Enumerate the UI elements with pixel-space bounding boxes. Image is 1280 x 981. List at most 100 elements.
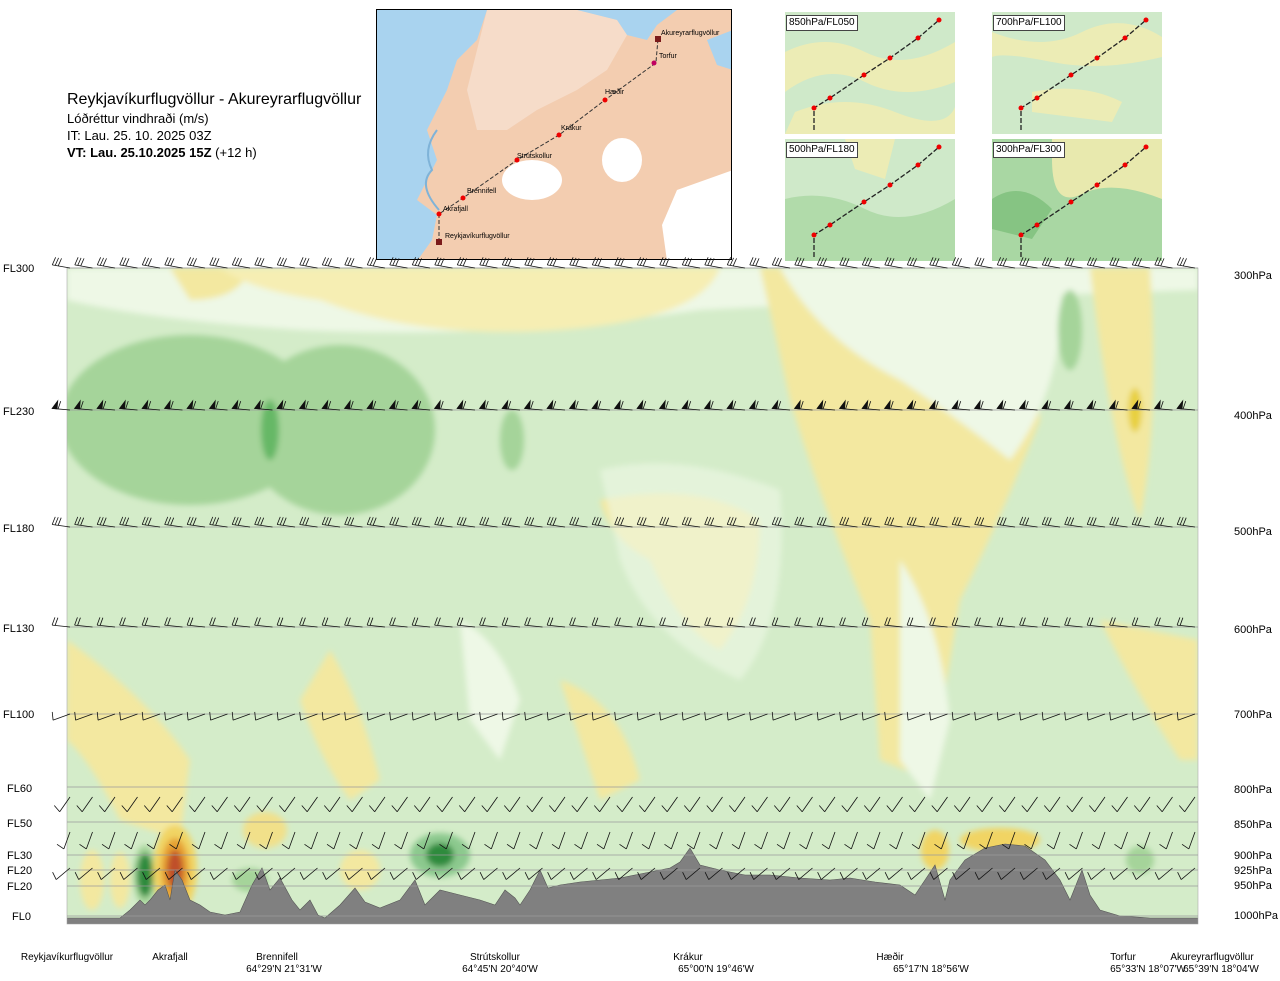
map-label-brennifell: Brennifell <box>467 188 497 195</box>
wind-barb <box>346 796 363 813</box>
wind-barb <box>1087 867 1106 880</box>
wind-barb <box>164 867 183 880</box>
wind-barb <box>344 867 363 880</box>
glacier-vatnajokull <box>662 170 731 259</box>
wind-barb <box>956 831 971 850</box>
wind-barb <box>254 867 273 880</box>
route-map: Akureyrarflugvöllur Torfur Hæðir Krákur … <box>376 9 732 260</box>
y-left-label: FL230 <box>3 406 34 418</box>
wind-barb <box>658 399 678 411</box>
wind-barb <box>1132 867 1151 880</box>
inset-label-850: 850hPa/FL050 <box>786 15 858 31</box>
wind-barb <box>794 516 813 528</box>
wind-barb <box>523 399 543 411</box>
wind-barb <box>366 399 386 411</box>
wind-barb <box>614 867 633 880</box>
wind-barb <box>121 796 138 813</box>
wind-barb <box>299 617 318 628</box>
wind-barb <box>119 867 138 880</box>
wind-barb <box>861 617 881 628</box>
wind-barb <box>659 617 678 628</box>
wind-barb <box>1136 831 1151 850</box>
wind-barb <box>259 831 273 850</box>
x-waypoint-name: Strútskollur <box>470 952 521 963</box>
wind-barb <box>616 796 633 813</box>
wind-barb <box>501 711 521 721</box>
wind-barb <box>931 796 948 813</box>
waypoint-marker-torfur <box>651 60 657 66</box>
wind-barb <box>974 617 993 628</box>
x-waypoint-name: Akureyrarflugvöllur <box>1170 952 1254 963</box>
wind-barb <box>281 831 296 850</box>
inset-map-500hpa: 500hPa/FL180 <box>785 139 955 261</box>
wind-barb <box>546 399 566 411</box>
wind-barb <box>74 257 93 269</box>
wind-barb <box>861 399 881 411</box>
waypoint-marker-krakur <box>556 132 562 138</box>
wind-barb <box>456 399 476 411</box>
wind-barb <box>143 796 161 813</box>
y-right-label: 950hPa <box>1234 880 1273 892</box>
wind-barb <box>613 399 633 411</box>
wind-barb <box>659 711 678 721</box>
inset-map-850hpa: 850hPa/FL050 <box>785 12 955 134</box>
wind-barb <box>389 867 408 880</box>
wind-barb <box>839 516 858 528</box>
wind-barb <box>166 796 183 813</box>
wind-barb <box>276 516 296 528</box>
wind-barb <box>866 831 881 850</box>
wind-barb <box>484 831 498 850</box>
y-axis-right: 300hPa 400hPa 500hPa 600hPa 700hPa 800hP… <box>1234 270 1279 922</box>
wind-barb <box>906 617 926 628</box>
wind-barb <box>886 796 903 813</box>
wind-barb <box>371 831 386 850</box>
zone-updraft-lowwest <box>67 640 190 840</box>
wind-barb <box>1131 399 1151 411</box>
wind-barb <box>704 516 723 528</box>
wind-barb <box>188 796 206 813</box>
wind-barb <box>929 617 948 628</box>
wind-barb <box>366 516 386 528</box>
wind-barb <box>524 617 543 628</box>
wind-barb <box>388 399 408 411</box>
wind-barb <box>884 617 903 628</box>
initial-time: IT: Lau. 25. 10. 2025 03Z <box>67 128 212 143</box>
inset-map-300hpa: 300hPa/FL300 <box>992 139 1162 261</box>
wind-barb <box>1064 257 1083 269</box>
wind-barb <box>686 831 701 850</box>
wind-barb <box>344 257 363 269</box>
wind-barb <box>816 617 836 628</box>
wind-barb <box>726 617 746 628</box>
wind-barb <box>953 796 971 813</box>
wind-barb <box>411 617 431 628</box>
wind-barb <box>1176 617 1196 628</box>
wind-barb <box>1131 711 1151 721</box>
wind-barb <box>411 711 431 721</box>
inset-label-700: 700hPa/FL100 <box>993 15 1065 31</box>
wind-barb <box>501 399 521 411</box>
map-label-strutskollur: Strútskollur <box>517 153 553 160</box>
y-left-label: FL50 <box>7 818 32 830</box>
wind-barb <box>1063 399 1083 411</box>
wind-barb <box>974 257 993 269</box>
wind-barb <box>389 617 408 628</box>
waypoint-marker-strutskollur <box>514 157 520 163</box>
wind-barb <box>1041 399 1061 411</box>
y-right-label: 1000hPa <box>1234 910 1279 922</box>
wind-barb <box>591 711 611 721</box>
wind-barb <box>952 867 971 880</box>
wind-barb <box>1176 711 1196 721</box>
wind-barb <box>997 867 1016 880</box>
wind-barb <box>209 867 228 880</box>
wind-barb <box>1043 796 1061 813</box>
y-right-label: 925hPa <box>1234 865 1273 877</box>
wind-barb <box>141 711 161 721</box>
wind-barb <box>1086 617 1106 628</box>
wind-barb <box>974 867 993 880</box>
wind-barb <box>51 399 71 411</box>
wind-barb <box>839 711 858 721</box>
map-label-haedir: Hæðir <box>605 88 625 96</box>
wind-barb <box>366 711 386 721</box>
wind-barb <box>951 257 971 269</box>
wind-barb <box>682 867 701 880</box>
